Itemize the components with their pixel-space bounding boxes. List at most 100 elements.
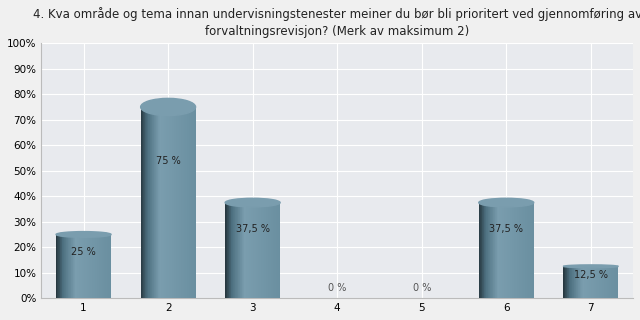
Bar — [519, 203, 520, 298]
Bar — [174, 107, 175, 298]
Bar — [160, 107, 161, 298]
Bar — [235, 203, 236, 298]
Bar — [228, 203, 229, 298]
Bar — [239, 203, 241, 298]
Bar — [264, 203, 265, 298]
Bar — [156, 107, 157, 298]
Bar — [582, 266, 583, 298]
Bar — [616, 266, 617, 298]
Bar — [480, 203, 481, 298]
Bar — [509, 203, 510, 298]
Bar — [250, 203, 251, 298]
Bar — [596, 266, 597, 298]
Bar — [177, 107, 178, 298]
Bar — [153, 107, 154, 298]
Title: 4. Kva område og tema innan undervisningstenester meiner du bør bli prioritert v: 4. Kva område og tema innan undervisning… — [33, 7, 640, 38]
Text: 0 %: 0 % — [328, 283, 346, 293]
Bar — [275, 203, 276, 298]
Bar — [262, 203, 263, 298]
Bar — [263, 203, 264, 298]
Bar — [592, 266, 593, 298]
Bar — [106, 235, 107, 298]
Bar — [171, 107, 172, 298]
Bar — [161, 107, 162, 298]
Bar — [253, 203, 254, 298]
Bar — [61, 235, 62, 298]
Bar — [256, 203, 257, 298]
Bar — [70, 235, 71, 298]
Bar — [60, 235, 61, 298]
Bar — [79, 235, 80, 298]
Ellipse shape — [563, 265, 618, 268]
Bar — [505, 203, 506, 298]
Bar — [181, 107, 182, 298]
Bar — [148, 107, 149, 298]
Bar — [233, 203, 234, 298]
Bar — [99, 235, 100, 298]
Bar — [158, 107, 159, 298]
Bar — [69, 235, 70, 298]
Bar — [172, 107, 173, 298]
Bar — [593, 266, 595, 298]
Bar — [173, 107, 174, 298]
Bar — [614, 266, 615, 298]
Bar — [608, 266, 609, 298]
Bar — [65, 235, 66, 298]
Bar — [187, 107, 188, 298]
Text: 37,5 %: 37,5 % — [489, 224, 524, 234]
Bar — [258, 203, 259, 298]
Bar — [481, 203, 483, 298]
Bar — [237, 203, 238, 298]
Bar — [254, 203, 255, 298]
Bar — [575, 266, 576, 298]
Bar — [504, 203, 505, 298]
Bar — [265, 203, 266, 298]
Bar — [248, 203, 250, 298]
Bar — [479, 203, 480, 298]
Bar — [529, 203, 530, 298]
Bar — [144, 107, 145, 298]
Bar — [528, 203, 529, 298]
Bar — [238, 203, 239, 298]
Bar — [225, 203, 226, 298]
Bar — [593, 266, 594, 298]
Bar — [169, 107, 170, 298]
Bar — [193, 107, 195, 298]
Bar — [498, 203, 499, 298]
Bar — [572, 266, 573, 298]
Bar — [67, 235, 68, 298]
Bar — [273, 203, 274, 298]
Text: 37,5 %: 37,5 % — [236, 224, 269, 234]
Bar — [568, 266, 569, 298]
Bar — [226, 203, 227, 298]
Bar — [511, 203, 512, 298]
Bar — [604, 266, 605, 298]
Bar — [104, 235, 105, 298]
Bar — [522, 203, 523, 298]
Bar — [527, 203, 528, 298]
Bar — [152, 107, 153, 298]
Bar — [82, 235, 83, 298]
Bar — [276, 203, 278, 298]
Bar — [271, 203, 272, 298]
Bar — [573, 266, 574, 298]
Bar — [260, 203, 261, 298]
Bar — [605, 266, 606, 298]
Bar — [230, 203, 231, 298]
Bar — [488, 203, 489, 298]
Bar — [564, 266, 566, 298]
Bar — [487, 203, 488, 298]
Bar — [521, 203, 522, 298]
Bar — [574, 266, 575, 298]
Bar — [81, 235, 83, 298]
Bar — [56, 235, 57, 298]
Bar — [506, 203, 507, 298]
Bar — [231, 203, 232, 298]
Bar — [100, 235, 102, 298]
Bar — [162, 107, 163, 298]
Bar — [512, 203, 513, 298]
Bar — [167, 107, 168, 298]
Bar — [610, 266, 611, 298]
Bar — [517, 203, 518, 298]
Bar — [151, 107, 152, 298]
